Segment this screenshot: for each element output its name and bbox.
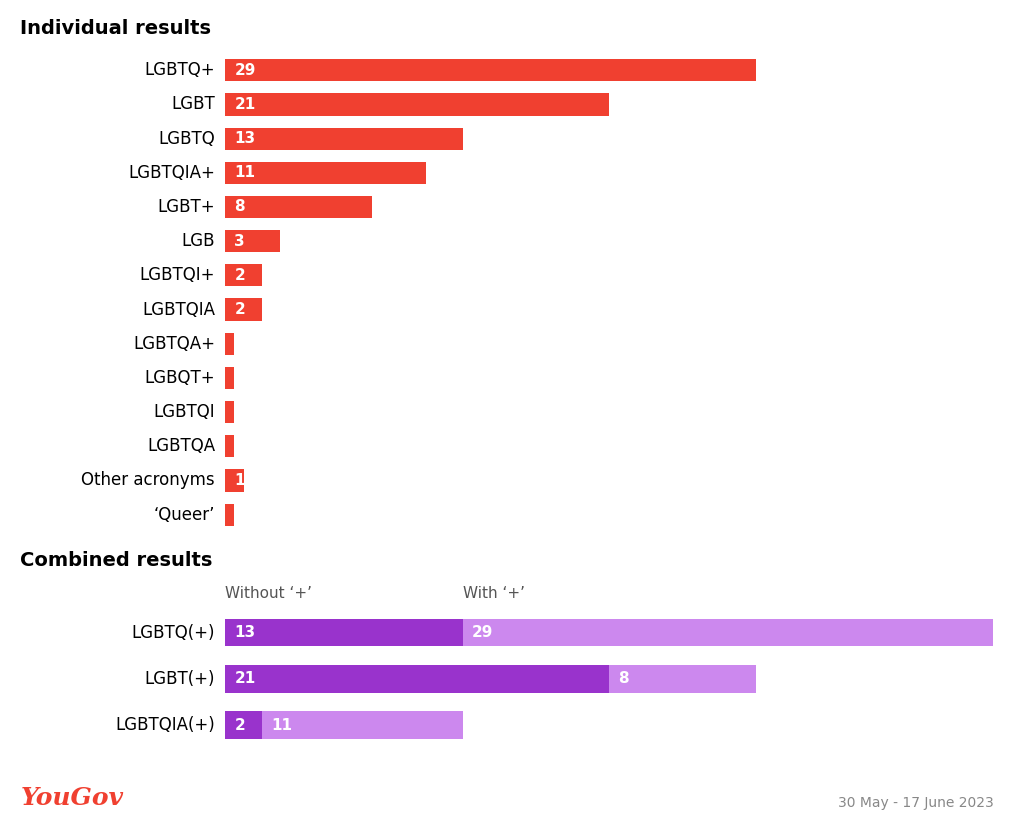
- Text: LGB: LGB: [181, 232, 215, 250]
- Text: LGBTQI: LGBTQI: [154, 403, 215, 421]
- Bar: [225, 162, 426, 184]
- Text: LGBT(+): LGBT(+): [144, 670, 215, 688]
- Text: LGBQT+: LGBQT+: [144, 369, 215, 387]
- Bar: [225, 366, 234, 389]
- Text: 30 May - 17 June 2023: 30 May - 17 June 2023: [838, 796, 993, 810]
- Bar: [225, 401, 234, 423]
- Text: <1: <1: [234, 438, 258, 454]
- Text: Without ‘+’: Without ‘+’: [225, 586, 312, 600]
- Bar: [225, 299, 262, 321]
- Text: LGBT: LGBT: [171, 96, 215, 114]
- Text: 11: 11: [271, 717, 292, 733]
- Text: 29: 29: [472, 625, 494, 640]
- Text: 21: 21: [234, 97, 256, 112]
- Bar: [225, 264, 262, 286]
- Text: LGBTQIA+: LGBTQIA+: [128, 164, 215, 182]
- Text: 21: 21: [234, 672, 256, 686]
- Text: LGBTQA+: LGBTQA+: [133, 335, 215, 353]
- Bar: [225, 230, 281, 252]
- Bar: [225, 665, 609, 693]
- Bar: [225, 196, 372, 218]
- Text: LGBT+: LGBT+: [158, 198, 215, 216]
- Bar: [225, 435, 234, 457]
- Text: 2: 2: [234, 267, 245, 283]
- Text: With ‘+’: With ‘+’: [463, 586, 525, 600]
- Text: <1: <1: [234, 336, 258, 351]
- Text: <1: <1: [234, 405, 258, 420]
- Text: 3: 3: [234, 234, 245, 249]
- Text: LGBTQ(+): LGBTQ(+): [131, 623, 215, 641]
- Bar: [225, 504, 234, 526]
- Bar: [262, 712, 463, 739]
- Text: YouGov: YouGov: [20, 786, 124, 810]
- Bar: [225, 618, 463, 646]
- Text: LGBTQA: LGBTQA: [146, 438, 215, 456]
- Text: Combined results: Combined results: [20, 551, 213, 570]
- Text: 1: 1: [234, 473, 245, 488]
- Text: <1: <1: [234, 371, 258, 385]
- Text: 2: 2: [234, 717, 245, 733]
- Text: 11: 11: [234, 165, 255, 180]
- Text: LGBTQIA(+): LGBTQIA(+): [116, 717, 215, 735]
- Bar: [463, 618, 993, 646]
- Text: 13: 13: [234, 131, 256, 146]
- Text: Other acronyms: Other acronyms: [82, 471, 215, 489]
- Text: 8: 8: [618, 672, 629, 686]
- Text: ‘Queer’: ‘Queer’: [154, 506, 215, 524]
- Text: 13: 13: [234, 625, 256, 640]
- Text: 2: 2: [234, 302, 245, 317]
- Bar: [609, 665, 756, 693]
- Bar: [225, 59, 756, 81]
- Text: LGBTQ+: LGBTQ+: [144, 61, 215, 79]
- Text: 29: 29: [234, 63, 256, 78]
- Text: <1: <1: [234, 507, 258, 522]
- Bar: [225, 93, 609, 115]
- Text: LGBTQI+: LGBTQI+: [139, 267, 215, 285]
- Bar: [225, 128, 463, 150]
- Text: Individual results: Individual results: [20, 19, 212, 38]
- Text: LGBTQIA: LGBTQIA: [142, 300, 215, 318]
- Bar: [225, 712, 262, 739]
- Bar: [225, 470, 244, 492]
- Bar: [225, 333, 234, 355]
- Text: LGBTQ: LGBTQ: [159, 129, 215, 147]
- Text: 8: 8: [234, 200, 245, 214]
